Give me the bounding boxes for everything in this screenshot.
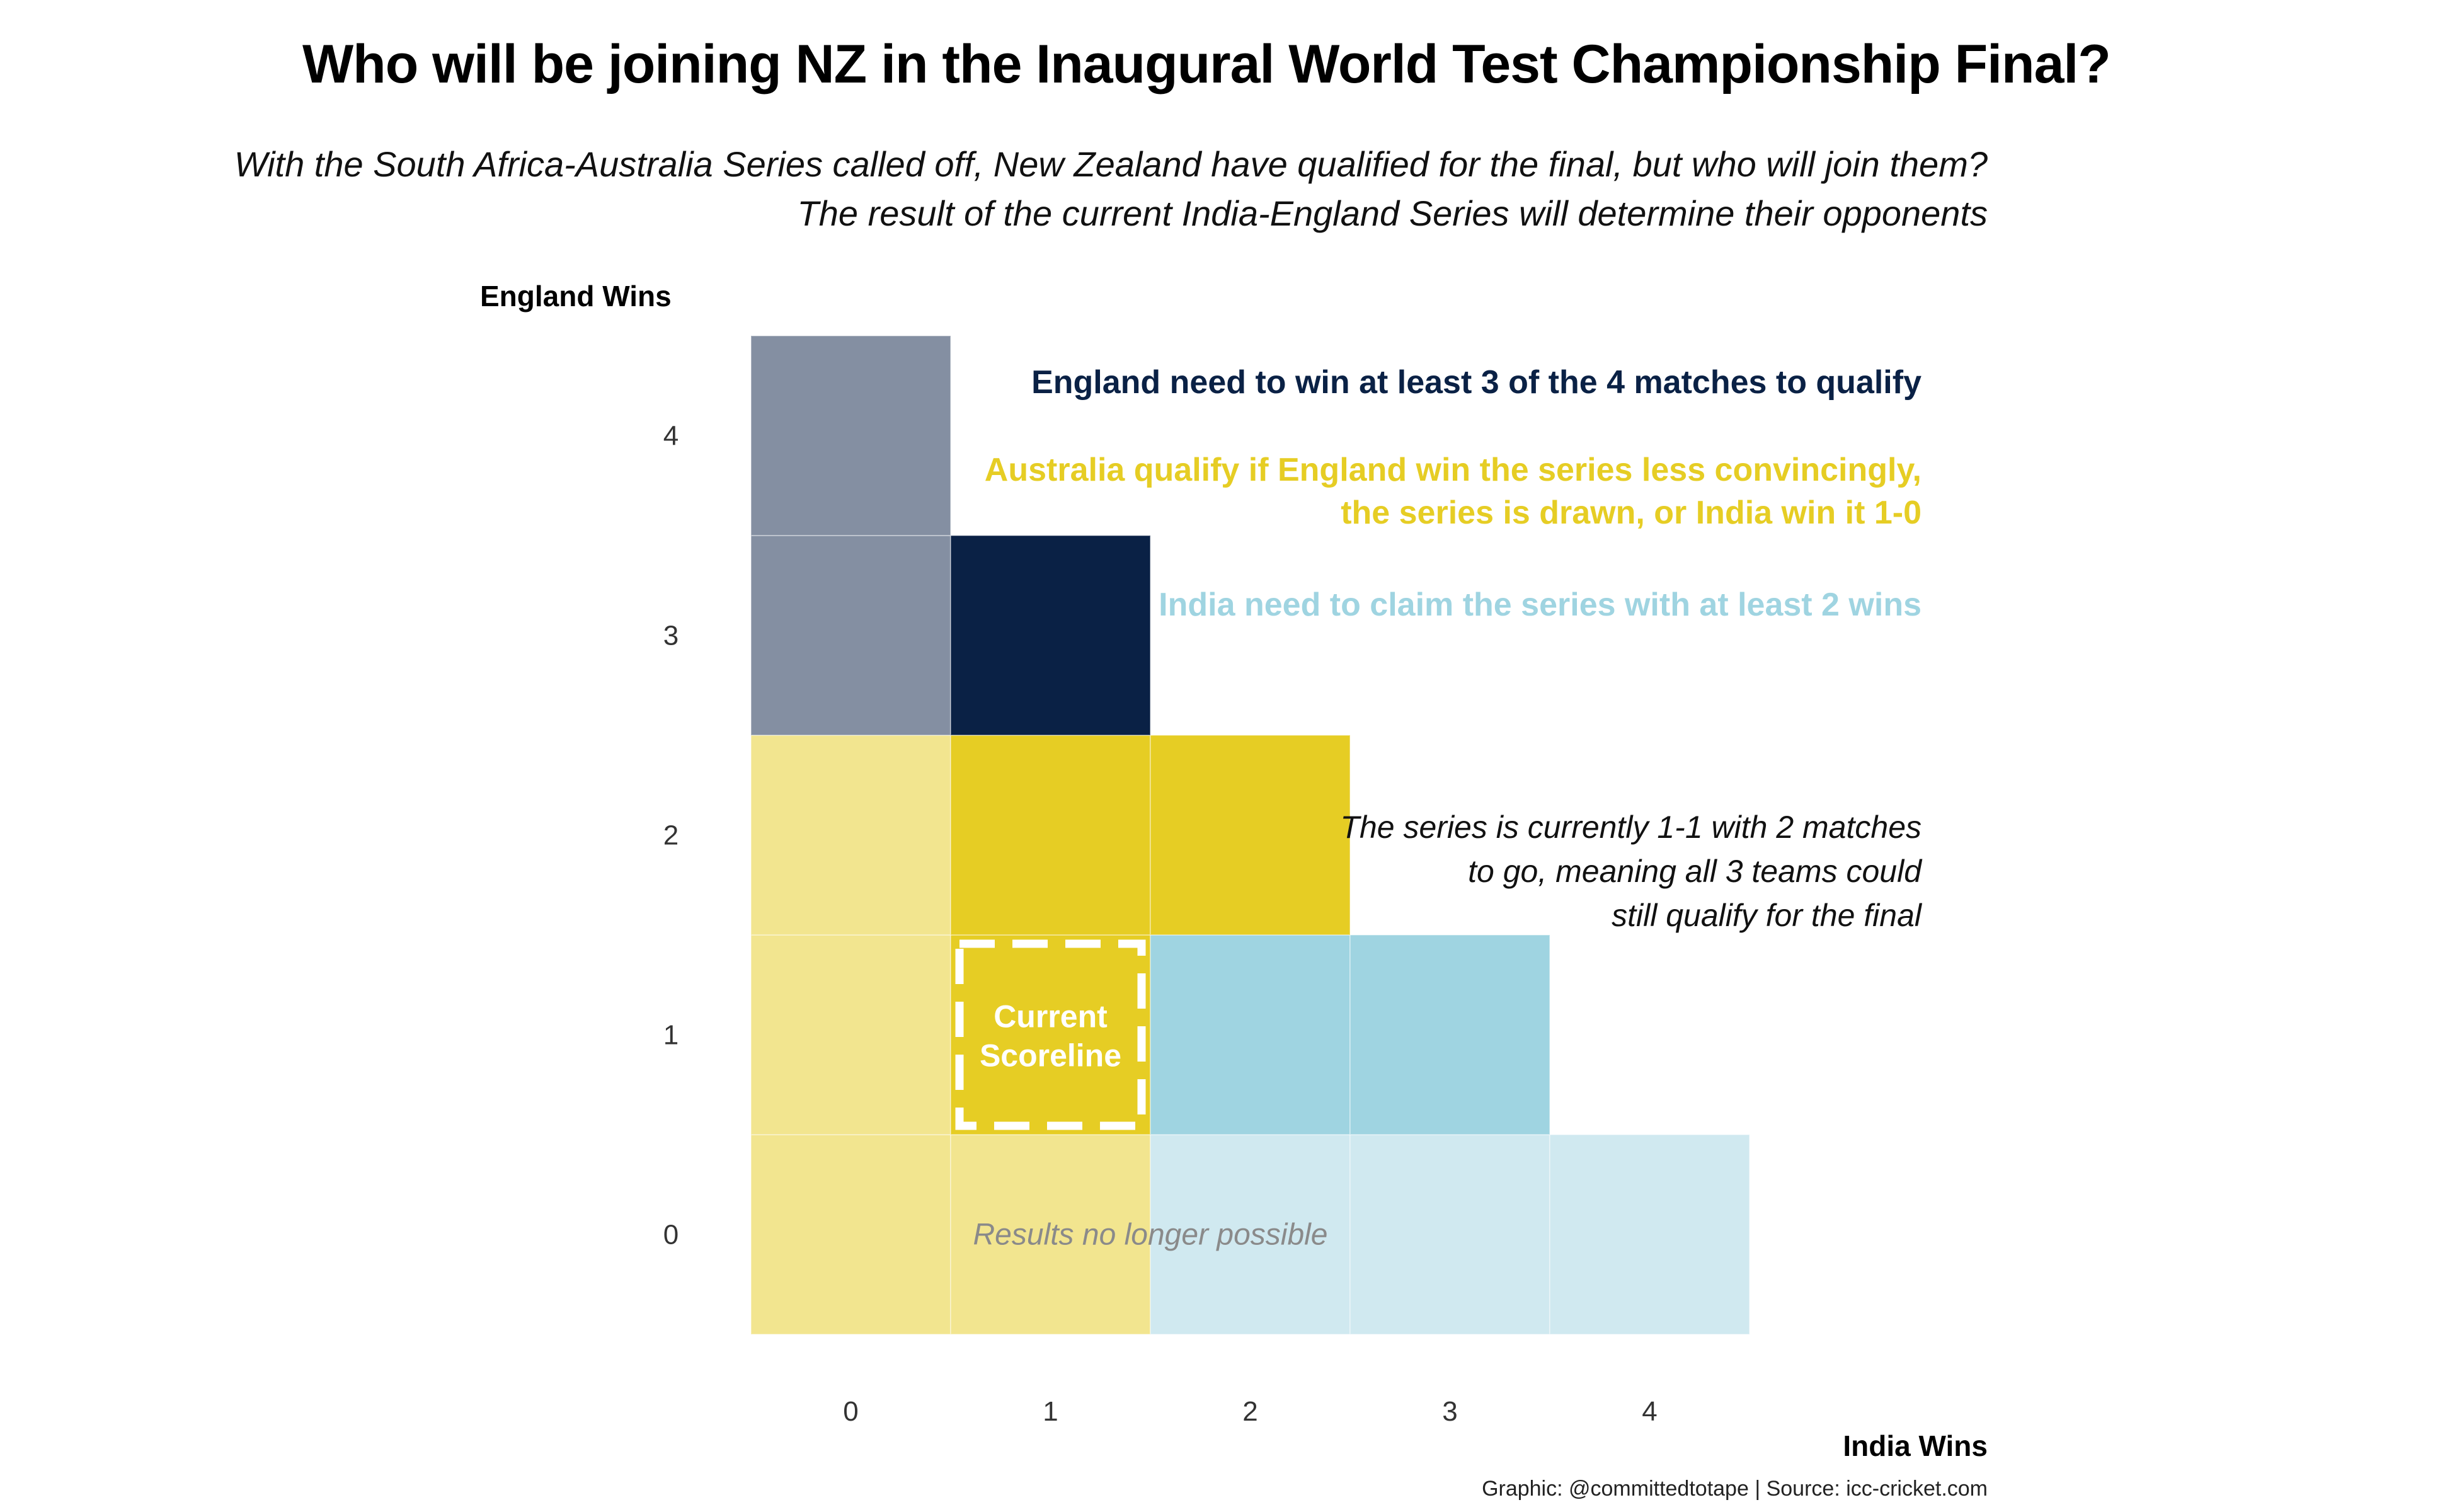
cell-india-0-england-3 [750,535,951,736]
y-ticks-group: 0 1 2 3 4 [663,421,679,1251]
cell-india-2-england-2 [1150,735,1351,936]
note-england: England need to win at least 3 of the 4 … [1031,364,1922,401]
note-current-line-2: to go, meaning all 3 teams could [1468,854,1922,889]
impossible-results-label: Results no longer possible [973,1218,1328,1252]
y-tick-2: 2 [663,820,679,851]
current-scoreline-label-2: Scoreline [980,1038,1121,1074]
cell-india-4-england-0 [1549,1134,1750,1335]
cell-india-1-england-3 [950,535,1151,736]
chart-subtitle: With the South Africa-Australia Series c… [161,140,1988,238]
note-current-series: The series is currently 1-1 with 2 match… [1340,805,1922,937]
x-ticks-group: 0 1 2 3 4 [843,1396,1657,1427]
current-scoreline-box [955,939,1146,1130]
subtitle-line-2: The result of the current India-England … [797,193,1988,233]
note-india: India need to claim the series with at l… [1159,587,1922,623]
cells-group [750,335,1750,1335]
note-australia-line-1: Australia qualify if England win the ser… [984,452,1922,488]
cell-india-2-england-1 [1150,934,1351,1135]
annotations-group: Current Scoreline Results no longer possib… [955,939,1328,1252]
cell-india-0-england-1 [750,934,951,1135]
x-tick-3: 3 [1442,1396,1457,1427]
x-axis-label: India Wins [1843,1429,1988,1462]
x-tick-1: 1 [1043,1396,1058,1427]
y-tick-0: 0 [663,1220,679,1251]
current-scoreline-label-1: Current [994,999,1108,1034]
cell-india-0-england-2 [750,735,951,936]
cell-india-1-england-1 [950,934,1151,1135]
subtitle-line-1: With the South Africa-Australia Series c… [234,144,1988,184]
note-current-line-3: still qualify for the final [1612,898,1922,933]
cell-india-3-england-1 [1349,934,1550,1135]
cell-india-0-england-4 [750,335,951,536]
note-australia: Australia qualify if England win the ser… [985,449,1922,534]
cell-india-1-england-2 [950,735,1151,936]
x-tick-4: 4 [1642,1396,1657,1427]
note-current-line-1: The series is currently 1-1 with 2 match… [1340,810,1922,845]
y-axis-label: England Wins [480,280,672,312]
y-tick-3: 3 [663,621,679,651]
cell-india-3-england-0 [1349,1134,1550,1335]
y-tick-4: 4 [663,421,679,452]
cell-india-0-england-0 [750,1134,951,1335]
chart-title: Who will be joining NZ in the Inaugural … [302,34,2111,94]
y-tick-1: 1 [663,1020,679,1051]
note-australia-line-2: the series is drawn, or India win it 1-0 [1341,495,1922,531]
x-tick-2: 2 [1242,1396,1257,1427]
source-caption: Graphic: @committedtotape | Source: icc-… [1482,1477,1988,1501]
cell-india-1-england-0 [950,1134,1151,1335]
x-tick-0: 0 [843,1396,858,1427]
